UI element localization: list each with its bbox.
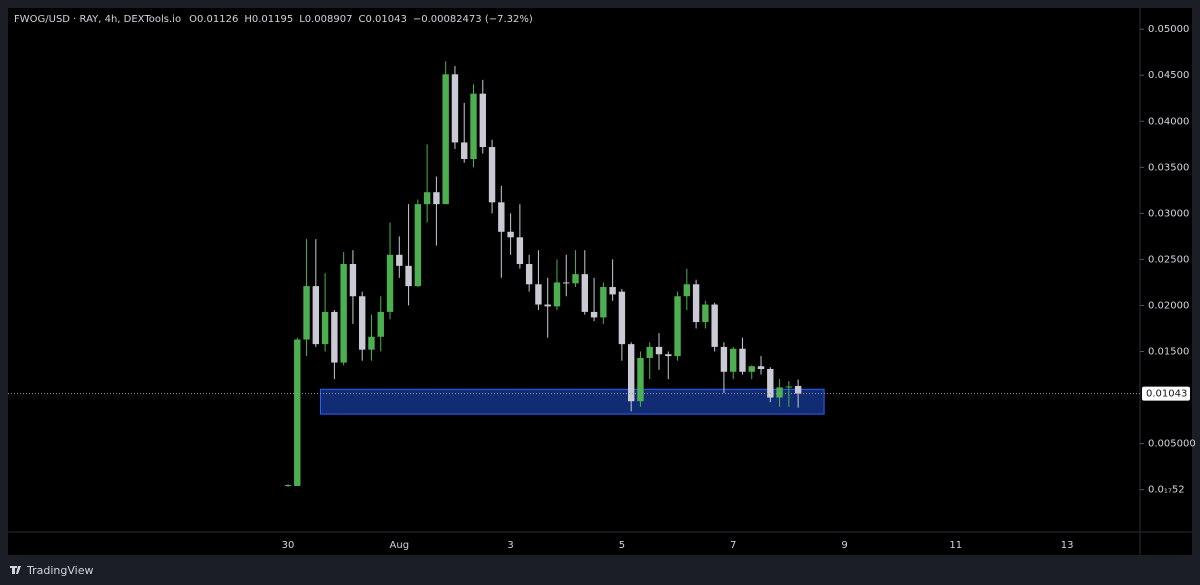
support-zone: [319, 388, 825, 415]
candle-body: [646, 346, 653, 358]
candle-body: [553, 282, 561, 307]
y-tick-label: 0.005000: [1148, 439, 1196, 450]
candle-body: [414, 204, 422, 287]
candle-body: [340, 264, 347, 363]
footer-text: TradingView: [26, 564, 93, 577]
x-tick-label: 30: [282, 540, 295, 551]
y-tick-label: 0.04500: [1148, 70, 1189, 81]
candle-body: [711, 304, 718, 347]
candle-body: [730, 348, 737, 372]
candle-body: [776, 387, 783, 398]
header-text: H0.01195: [244, 14, 293, 25]
candle-body: [312, 286, 320, 345]
candle-body: [303, 286, 310, 340]
candle-body: [535, 284, 542, 305]
candle-body: [461, 142, 468, 160]
candle-body: [757, 366, 765, 369]
candle-body: [451, 74, 459, 143]
candle-body: [498, 202, 505, 232]
candle-body: [442, 74, 449, 205]
x-tick-label: 3: [507, 540, 513, 551]
candle-body: [479, 93, 486, 148]
y-tick-label: 0.01500: [1148, 347, 1189, 358]
x-tick-label: 5: [619, 540, 625, 551]
candle-body: [767, 368, 774, 398]
y-tick-label: 0.02500: [1148, 254, 1189, 265]
candle-body: [294, 339, 301, 486]
candle-body: [590, 311, 598, 318]
candle-body: [423, 192, 431, 205]
last-price-box: [1142, 386, 1190, 401]
header-text: FWOG/USD · RAY, 4h, DEXTools.io: [14, 14, 181, 25]
candle-body: [368, 336, 375, 350]
y-tick-label: 0.0₁₇52: [1148, 485, 1185, 496]
candle-body: [284, 485, 292, 487]
candle-body: [794, 385, 802, 394]
candle-body: [692, 284, 700, 323]
candle-body: [563, 282, 570, 284]
candle-body: [377, 311, 384, 337]
footer-logo: TradingView: [10, 564, 93, 577]
x-tick-label: 11: [949, 540, 962, 551]
candle-body: [665, 354, 672, 357]
candle-body: [321, 311, 329, 345]
candle-body: [507, 231, 514, 238]
header: FWOG/USD · RAY, 4h, DEXTools.io O0.01126 H…: [14, 14, 533, 25]
candle-body: [386, 254, 394, 312]
candle-body: [433, 192, 440, 205]
last-price-label: 0.01043: [1146, 389, 1187, 400]
header-text: C0.01043: [358, 14, 406, 25]
candle-body: [609, 287, 616, 295]
chart-background: [8, 8, 1192, 555]
candle-body: [702, 304, 709, 323]
logo-icon: [10, 566, 21, 574]
candle-body: [349, 264, 357, 297]
y-tick-label: 0.03500: [1148, 162, 1189, 173]
candle-body: [748, 366, 755, 372]
candle-body: [572, 274, 579, 284]
candle-body: [544, 304, 551, 307]
candle-body: [674, 296, 681, 357]
candle-body: [470, 93, 477, 160]
candle-body: [739, 348, 746, 372]
candle-body: [581, 274, 588, 312]
header-text: O0.01126: [189, 14, 238, 25]
candle-body: [655, 346, 663, 355]
candle-body: [637, 357, 644, 402]
candle-body: [488, 147, 496, 203]
candle-body: [618, 291, 626, 345]
x-tick-label: 9: [841, 540, 847, 551]
candle-body: [600, 287, 607, 318]
candle-body: [720, 346, 728, 372]
y-tick-label: 0.02000: [1148, 300, 1189, 311]
candle-body: [516, 237, 524, 265]
header-text: L0.008907: [299, 14, 352, 25]
x-tick-label: Aug: [390, 540, 410, 551]
y-tick-label: 0.05000: [1148, 24, 1189, 35]
candle-body: [683, 284, 691, 297]
y-tick-label: 0.04000: [1148, 116, 1189, 127]
header-text: −0.00082473 (−7.32%): [413, 14, 533, 25]
candle-body: [405, 265, 412, 287]
candle-body: [785, 386, 793, 388]
candle-body: [627, 344, 635, 402]
y-tick-label: 0.03000: [1148, 208, 1189, 219]
candle-body: [331, 311, 338, 363]
x-tick-label: 7: [730, 540, 736, 551]
candle-body: [359, 296, 366, 350]
candle-body: [525, 264, 533, 285]
x-tick-label: 13: [1061, 540, 1074, 551]
candle-body: [396, 254, 403, 266]
